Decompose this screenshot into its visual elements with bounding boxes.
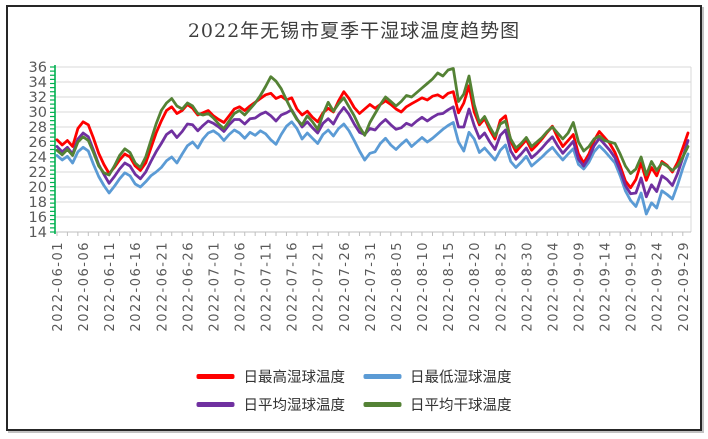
svg-text:2022-08-05: 2022-08-05 [390,241,405,332]
svg-text:16: 16 [29,210,47,226]
blue-line-swatch-icon [363,374,401,379]
purple-line-swatch-icon [196,402,235,407]
legend-label: 日最高湿球温度 [243,370,346,386]
legend-label: 日平均干球温度 [410,398,512,414]
svg-text:2022-09-29: 2022-09-29 [677,241,692,332]
svg-text:2022-06-21: 2022-06-21 [155,241,170,332]
chart-title: 2022年无锡市夏季干湿球温度趋势图 [187,20,521,42]
legend-item-daily-max-wet-bulb: 日最高湿球温度 [196,366,346,387]
svg-text:2022-06-26: 2022-06-26 [181,241,196,332]
svg-text:2022-07-21: 2022-07-21 [312,241,327,332]
legend-label: 日平均湿球温度 [243,398,346,414]
svg-text:2022-06-01: 2022-06-01 [51,241,66,332]
svg-text:2022-06-16: 2022-06-16 [129,241,144,332]
legend-label: 日最低湿球温度 [410,370,512,386]
svg-text:32: 32 [29,90,47,106]
svg-text:2022-06-11: 2022-06-11 [103,241,118,332]
svg-text:2022-07-26: 2022-07-26 [338,241,353,332]
svg-text:2022-07-01: 2022-07-01 [207,241,222,332]
legend-item-daily-avg-dry-bulb: 日平均干球温度 [363,394,512,415]
legend: 日最高湿球温度 日最低湿球温度 日平均湿球温度 日平均干球温度 [196,366,512,415]
svg-text:2022-08-25: 2022-08-25 [494,241,509,332]
svg-text:36: 36 [29,60,47,76]
svg-text:2022-06-06: 2022-06-06 [77,241,92,332]
legend-item-daily-avg-wet-bulb: 日平均湿球温度 [196,394,346,415]
svg-text:14: 14 [29,225,47,241]
svg-text:2022-09-19: 2022-09-19 [625,241,640,332]
svg-text:2022-09-04: 2022-09-04 [546,241,561,332]
svg-text:2022-09-24: 2022-09-24 [651,241,666,332]
svg-text:2022-09-09: 2022-09-09 [572,241,587,332]
svg-text:2022-07-16: 2022-07-16 [286,241,301,332]
svg-text:2022-08-10: 2022-08-10 [416,241,431,332]
red-line-swatch-icon [196,374,235,379]
svg-text:2022-07-11: 2022-07-11 [260,241,275,332]
svg-text:18: 18 [29,195,47,211]
svg-text:30: 30 [29,105,47,121]
svg-text:20: 20 [29,180,47,196]
svg-text:34: 34 [29,75,47,91]
svg-text:26: 26 [29,135,47,151]
legend-item-daily-min-wet-bulb: 日最低湿球温度 [363,366,512,387]
svg-text:22: 22 [29,165,47,181]
svg-text:2022-08-15: 2022-08-15 [442,241,457,332]
svg-text:24: 24 [29,150,47,166]
svg-text:2022-09-14: 2022-09-14 [599,241,614,332]
svg-text:2022-08-30: 2022-08-30 [520,241,535,332]
svg-text:28: 28 [29,120,47,136]
svg-text:2022-08-20: 2022-08-20 [468,241,483,332]
green-line-swatch-icon [363,402,401,407]
svg-text:2022-07-31: 2022-07-31 [364,241,379,332]
svg-text:2022-07-06: 2022-07-06 [234,241,249,332]
